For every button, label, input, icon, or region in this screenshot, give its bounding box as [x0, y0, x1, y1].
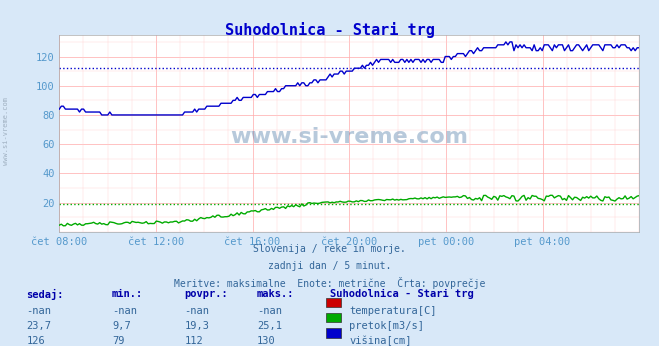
Text: zadnji dan / 5 minut.: zadnji dan / 5 minut. [268, 261, 391, 271]
Text: -nan: -nan [185, 306, 210, 316]
Text: www.si-vreme.com: www.si-vreme.com [3, 98, 9, 165]
Text: 112: 112 [185, 336, 203, 346]
Text: povpr.:: povpr.: [185, 289, 228, 299]
Text: 19,3: 19,3 [185, 321, 210, 331]
Text: 130: 130 [257, 336, 275, 346]
Text: Suhodolnica - Stari trg: Suhodolnica - Stari trg [330, 289, 473, 299]
Text: sedaj:: sedaj: [26, 289, 64, 300]
Text: 79: 79 [112, 336, 125, 346]
Text: višina[cm]: višina[cm] [349, 336, 412, 346]
Text: 25,1: 25,1 [257, 321, 282, 331]
Text: -nan: -nan [112, 306, 137, 316]
Text: Slovenija / reke in morje.: Slovenija / reke in morje. [253, 244, 406, 254]
Text: min.:: min.: [112, 289, 143, 299]
Text: -nan: -nan [257, 306, 282, 316]
Text: Suhodolnica - Stari trg: Suhodolnica - Stari trg [225, 22, 434, 38]
Text: pretok[m3/s]: pretok[m3/s] [349, 321, 424, 331]
Text: 126: 126 [26, 336, 45, 346]
Text: -nan: -nan [26, 306, 51, 316]
Text: 9,7: 9,7 [112, 321, 130, 331]
Text: temperatura[C]: temperatura[C] [349, 306, 437, 316]
Text: 23,7: 23,7 [26, 321, 51, 331]
Text: www.si-vreme.com: www.si-vreme.com [230, 127, 469, 147]
Text: Meritve: maksimalne  Enote: metrične  Črta: povprečje: Meritve: maksimalne Enote: metrične Črta… [174, 277, 485, 289]
Text: maks.:: maks.: [257, 289, 295, 299]
